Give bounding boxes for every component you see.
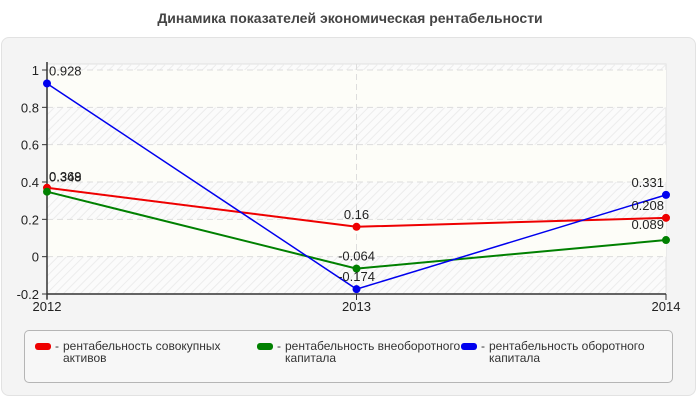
legend-dash: -: [55, 339, 59, 353]
data-point: [352, 222, 361, 231]
x-tick-label: 2014: [652, 299, 681, 314]
data-label: -0.174: [338, 269, 375, 284]
data-label: 0.208: [631, 198, 664, 213]
data-point: [662, 213, 670, 222]
data-point: [662, 236, 670, 245]
plot-area: -0.2 0 0.2 0.4 0.6 0.8 1 2012 2013 2014 0.3690.348…: [17, 62, 681, 314]
x-tick-label: 2013: [342, 299, 371, 314]
legend: - рентабельность совокупных активов - ре…: [24, 330, 673, 383]
data-point: [43, 187, 51, 196]
y-tick-label: 0: [32, 250, 39, 265]
data-point: [662, 190, 670, 199]
y-tick-label: 0.6: [21, 138, 39, 153]
chart-title: Динамика показателей экономическая рента…: [157, 10, 543, 26]
blue-swatch-icon: [461, 343, 477, 350]
legend-label: рентабельность внеоборотного капитала: [285, 339, 461, 365]
data-label: 0.369: [49, 169, 82, 184]
y-tick-label: 1: [32, 63, 39, 78]
y-tick-label: 0.4: [21, 175, 39, 190]
data-label: -0.064: [338, 249, 375, 264]
legend-label: рентабельность совокупных активов: [63, 339, 221, 365]
data-point: [43, 79, 51, 88]
data-point: [352, 264, 361, 273]
legend-item-working-capital[interactable]: - рентабельность оборотного капитала: [461, 340, 669, 364]
green-swatch-icon: [257, 343, 273, 350]
legend-item-noncurrent-capital[interactable]: - рентабельность внеоборотного капитала: [257, 340, 465, 364]
data-label: 0.331: [631, 175, 664, 190]
y-tick-label: 0.2: [21, 212, 39, 227]
data-label: 0.348: [49, 170, 82, 185]
y-tick-label: 0.8: [21, 100, 39, 115]
y-tick-label: -0.2: [17, 287, 39, 302]
x-tick-label: 2012: [33, 299, 62, 314]
data-point: [352, 285, 361, 294]
legend-label: рентабельность оборотного капитала: [489, 339, 645, 365]
legend-dash: -: [277, 339, 281, 353]
data-label: 0.089: [631, 217, 664, 232]
data-label: 0.16: [344, 207, 369, 222]
data-label: 0.928: [49, 63, 82, 78]
legend-item-total-assets[interactable]: - рентабельность совокупных активов: [35, 340, 243, 364]
legend-dash: -: [481, 339, 485, 353]
red-swatch-icon: [35, 343, 51, 350]
